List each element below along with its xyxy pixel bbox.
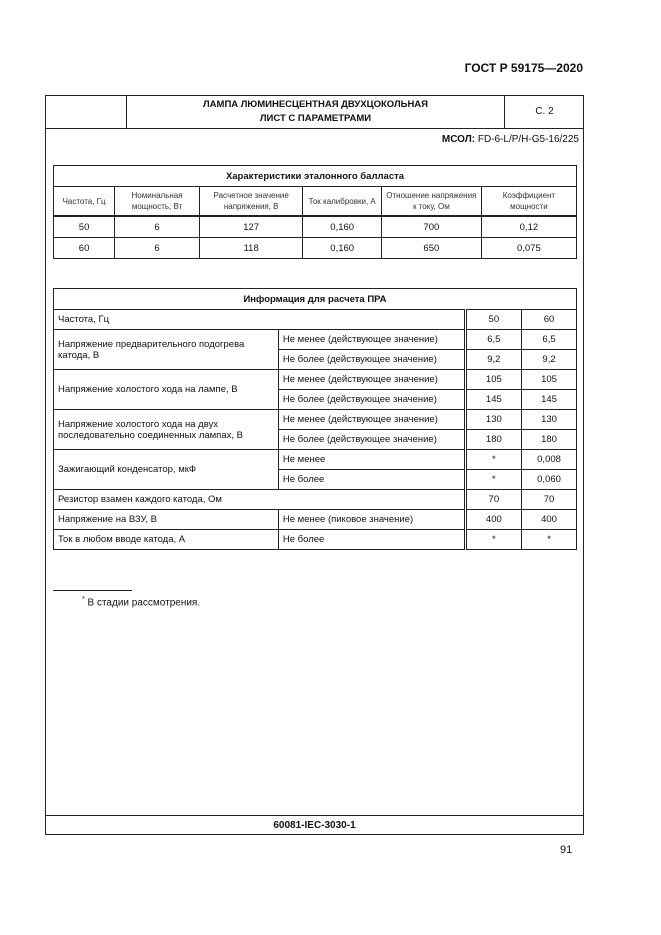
ballast-table: Характеристики эталонного балласта Часто… (52, 165, 578, 259)
cell: 118 (198, 237, 304, 259)
row-label: Напряжение холостого хода на лампе, В (53, 369, 279, 410)
table-row: Зажигающий конденсатор, мкФ Не менее * 0,00… (53, 449, 577, 490)
pra-table: Информация для расчета ПРА Частота, Гц 50… (53, 288, 577, 550)
cell: 400 (463, 509, 523, 530)
cell: 0,060 (521, 469, 577, 490)
page-number: 91 (560, 844, 573, 856)
footnote-text: В стадии рассмотрения. (84, 597, 201, 609)
column-header: Номинальная мощность, Вт (114, 186, 200, 217)
table-row: Резистор взамен каждого катода, Ом 70 70 (53, 489, 577, 510)
cell: * (521, 529, 577, 550)
table-row: 50 6 127 0,160 700 0,12 (52, 215, 578, 238)
condition: Не более (действующее значение) (277, 349, 466, 370)
cell: 60 (52, 237, 116, 259)
cell: 130 (463, 409, 523, 430)
table-row: Не более (действующее значение) 145 145 (54, 389, 577, 410)
condition: Не более (277, 529, 466, 550)
msol-code: МСОЛ: FD-6-L/P/H-G5-16/225 (442, 134, 579, 145)
cell: 9,2 (521, 349, 577, 370)
cell: 50 (52, 215, 116, 238)
row-label: Напряжение предварительного подогрева ка… (53, 329, 279, 370)
msol-label: МСОЛ: (441, 134, 476, 145)
cell: * (463, 449, 523, 470)
column-header: Коэффициент мощности (480, 186, 578, 217)
cell: 9,2 (463, 349, 523, 370)
row-label: Напряжение холостого хода на двух послед… (53, 409, 279, 450)
condition: Не менее (277, 449, 466, 470)
cell: 0,160 (302, 215, 382, 238)
msol-value: FD-6-L/P/H-G5-16/225 (477, 134, 579, 145)
cell: * (463, 529, 523, 550)
condition: Не более (277, 469, 466, 490)
table-row: 60 6 118 0,160 650 0,075 (52, 237, 578, 259)
footer-divider (45, 815, 584, 816)
table-row: Напряжение холостого хода на лампе, В Не … (53, 369, 577, 410)
cell: 105 (463, 369, 523, 390)
cell: 700 (380, 215, 482, 238)
column-header: Отношение напряже­ния к току, Ом (380, 186, 482, 217)
condition: Не более (действующее значение) (277, 429, 466, 450)
cell: 70 (463, 489, 523, 510)
footer-code: 60081-IEC-3030-1 (273, 820, 356, 831)
condition: Не менее (пиковое значение) (277, 509, 466, 530)
cell: 6 (114, 237, 200, 259)
standard-number: ГОСТ Р 59175—2020 (464, 61, 583, 75)
cell: 0,160 (302, 237, 382, 259)
cell: 127 (198, 215, 304, 238)
row-label: Ток в любом вводе катода, А (53, 529, 279, 550)
cell: 6,5 (521, 329, 577, 350)
condition: Не менее (действующее значение) (277, 329, 466, 350)
table-row: Напряжение предварительного подогрева ка… (53, 329, 577, 370)
column-header: Частота, Гц (52, 186, 116, 217)
cell: 0,12 (480, 215, 578, 238)
footnote-mark: * (82, 596, 85, 603)
cell: 180 (521, 429, 577, 450)
table-row: Напряжение на ВЗУ, В Не менее (пиковое зн… (53, 509, 577, 530)
condition: Не менее (действующее значение) (277, 369, 466, 390)
cell: 60 (521, 309, 577, 330)
cell: 50 (463, 309, 523, 330)
header-empty-cell (45, 95, 127, 129)
condition: Не более (действующее значение) (277, 389, 466, 410)
sheet-frame (45, 95, 584, 835)
cell: 6,5 (463, 329, 523, 350)
table-row: Частота, Гц 50 60 (53, 309, 577, 330)
cell: 145 (521, 389, 577, 410)
cell: 6 (114, 215, 200, 238)
row-label: Зажигающий конденсатор, мкФ (53, 449, 279, 490)
table-row: Напряжение холостого хода на двух послед… (53, 409, 577, 450)
cell: 130 (521, 409, 577, 430)
pra-title: Информация для расчета ПРА (53, 288, 577, 310)
title-line-1: ЛАМПА ЛЮМИНЕСЦЕНТНАЯ ДВУХЦОКОЛЬНАЯ (203, 99, 428, 110)
cell: 650 (380, 237, 482, 259)
footnote-divider (53, 590, 132, 591)
footnote: * В стадии рассмотрения. (82, 596, 200, 608)
ballast-title: Характеристики эталонного балласта (53, 165, 577, 187)
column-header: Расчетное значение напряжения, В (198, 186, 304, 217)
cell: 400 (521, 509, 577, 530)
row-label: Частота, Гц (53, 309, 466, 330)
column-header: Ток калибровки, А (302, 186, 382, 217)
cell: 145 (463, 389, 523, 410)
cell: * (463, 469, 523, 490)
condition: Не менее (действующее значение) (277, 409, 466, 430)
row-label: Резистор взамен каждого катода, Ом (53, 489, 466, 510)
title-line-2: ЛИСТ С ПАРАМЕТРАМИ (259, 113, 372, 124)
sheet-page: С. 2 (504, 95, 584, 129)
cell: 105 (521, 369, 577, 390)
cell: 0,075 (480, 237, 578, 259)
table-row: Ток в любом вводе катода, А Не более * * (53, 529, 577, 550)
cell: 180 (463, 429, 523, 450)
sheet-title: ЛАМПА ЛЮМИНЕСЦЕНТНАЯ ДВУХЦОКОЛЬНАЯ ЛИСТ … (126, 95, 505, 129)
cell: 0,008 (521, 449, 577, 470)
cell: 70 (521, 489, 577, 510)
row-label: Напряжение на ВЗУ, В (53, 509, 279, 530)
